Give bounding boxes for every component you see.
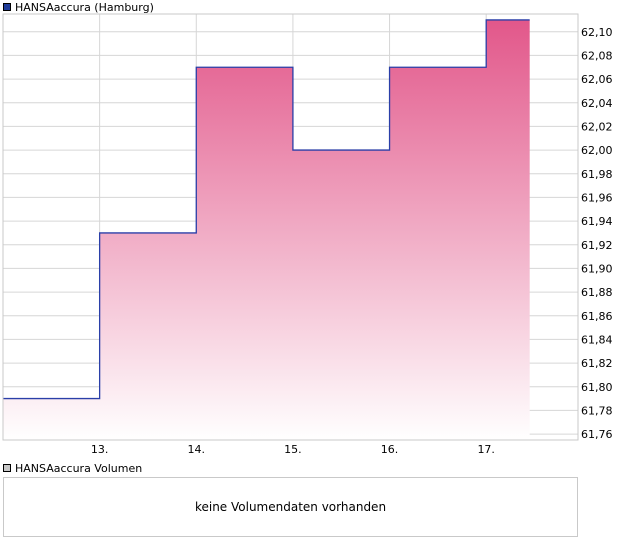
price-chart: 13. 14. 15. 16. 17. 61,76 61,78 61,80 61,82 61,8… (2, 13, 613, 456)
plot-frame (2, 13, 579, 441)
y-tick-label: 62,04 (581, 97, 613, 110)
x-axis-ticks: 13. 14. 15. 16. 17. (91, 443, 495, 456)
x-tick-label: 14. (188, 443, 206, 456)
y-tick-label: 61,90 (581, 262, 613, 275)
y-tick-label: 61,94 (581, 215, 613, 228)
y-tick-label: 62,10 (581, 26, 613, 39)
y-tick-label: 62,02 (581, 120, 613, 133)
y-tick-label: 61,96 (581, 191, 613, 204)
no-volume-message: keine Volumendaten vorhanden (194, 500, 387, 514)
y-tick-label: 61,88 (581, 286, 613, 299)
price-area (3, 19, 530, 441)
price-legend-swatch (3, 3, 11, 11)
volume-legend-swatch (3, 464, 11, 472)
y-tick-label: 61,98 (581, 168, 613, 181)
volume-panel: keine Volumendaten vorhanden (3, 477, 578, 537)
y-tick-label: 62,06 (581, 73, 613, 86)
y-tick-label: 61,82 (581, 357, 613, 370)
y-tick-label: 61,84 (581, 333, 613, 346)
y-axis-ticks: 61,76 61,78 61,80 61,82 61,84 61,86 61,88 61,90… (581, 26, 613, 441)
y-tick-label: 61,76 (581, 428, 613, 441)
volume-legend-label: HANSAaccura Volumen (15, 461, 143, 475)
y-tick-label: 61,78 (581, 404, 613, 417)
price-legend: HANSAaccura (Hamburg) (3, 0, 154, 14)
y-tick-label: 62,08 (581, 49, 613, 62)
x-tick-label: 17. (477, 443, 495, 456)
y-tick-label: 61,80 (581, 381, 613, 394)
y-tick-label: 62,00 (581, 144, 613, 157)
price-legend-label: HANSAaccura (Hamburg) (15, 0, 154, 14)
x-tick-label: 15. (284, 443, 302, 456)
x-tick-label: 13. (91, 443, 109, 456)
x-tick-label: 16. (381, 443, 399, 456)
y-tick-label: 61,92 (581, 239, 613, 252)
volume-legend: HANSAaccura Volumen (3, 461, 142, 475)
y-tick-label: 61,86 (581, 310, 613, 323)
price-line (3, 19, 530, 400)
